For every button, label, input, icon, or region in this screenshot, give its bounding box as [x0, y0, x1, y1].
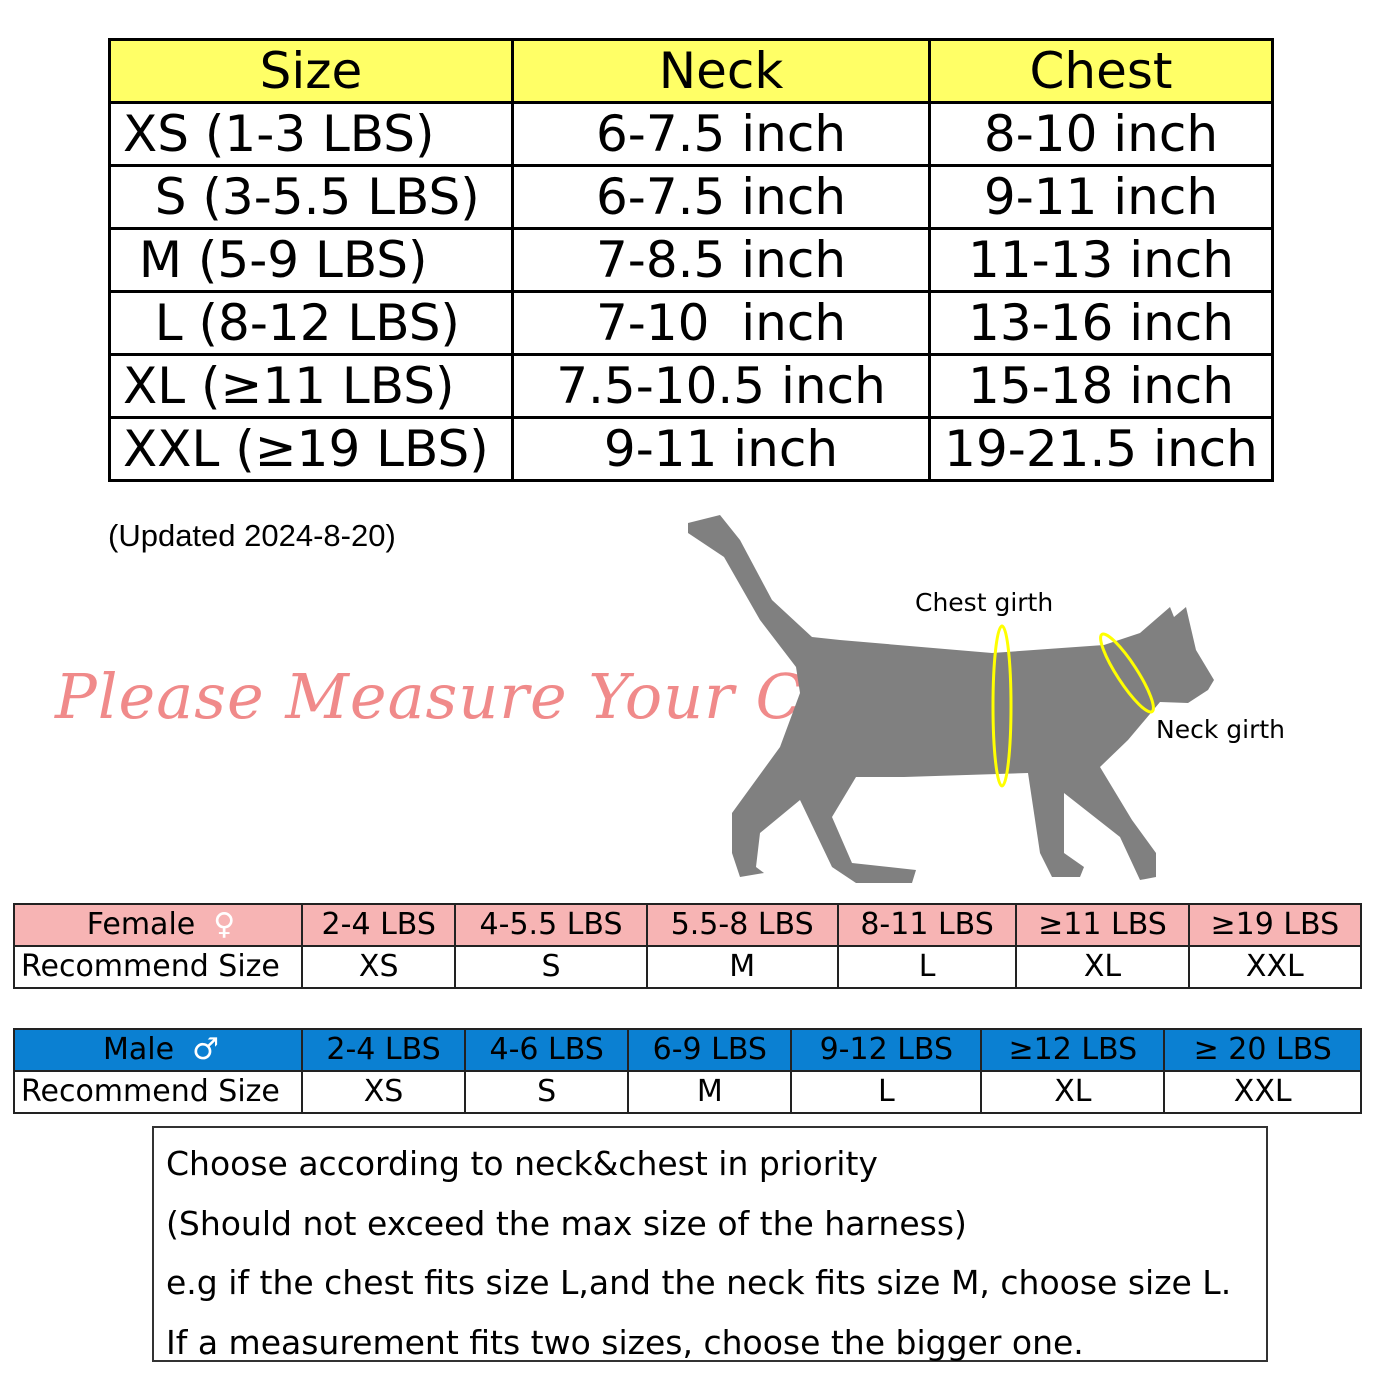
size-cell: XXL [1163, 1070, 1362, 1114]
female-symbol-icon: ♀ [213, 907, 236, 942]
neck-cell: 7-10 inch [511, 290, 931, 356]
table-row: XL (≥11 LBS) 7.5-10.5 inch 15-18 inch [108, 353, 1274, 419]
weight-cell: 8-11 LBS [836, 903, 1018, 947]
size-cell: XL [1015, 945, 1190, 989]
female-weight-row: Female ♀ 2-4 LBS 4-5.5 LBS 5.5-8 LBS 8-11… [13, 903, 1363, 947]
chest-cell: 11-13 inch [928, 227, 1274, 293]
weight-cell: ≥ 20 LBS [1163, 1028, 1362, 1072]
size-cell: XS [300, 1070, 467, 1114]
weight-cell: 5.5-8 LBS [645, 903, 839, 947]
size-cell: S [454, 945, 648, 989]
table-row: L (8-12 LBS) 7-10 inch 13-16 inch [108, 290, 1274, 356]
size-cell: M [645, 945, 839, 989]
male-symbol-icon: ♂ [192, 1032, 219, 1067]
size-cell: L [836, 945, 1018, 989]
neck-girth-label: Neck girth [1156, 715, 1285, 744]
weight-cell: 4-5.5 LBS [454, 903, 648, 947]
cat-illustration: Chest girth Neck girth [688, 515, 1285, 883]
size-table: Size Neck Chest XS (1-3 LBS) 6-7.5 inch 8-… [108, 38, 1274, 482]
table-row: XXL (≥19 LBS) 9-11 inch 19-21.5 inch [108, 416, 1274, 482]
weight-cell: 2-4 LBS [300, 903, 457, 947]
neck-cell: 9-11 inch [511, 416, 931, 482]
male-size-table: Male ♂ 2-4 LBS 4-6 LBS 6-9 LBS 9-12 LBS ≥… [13, 1028, 1362, 1114]
male-size-row: Recommend Size XS S M L XL XXL [13, 1070, 1362, 1114]
male-weight-row: Male ♂ 2-4 LBS 4-6 LBS 6-9 LBS 9-12 LBS ≥… [13, 1028, 1362, 1072]
size-cell: XXL [1187, 945, 1363, 989]
female-label-cell: Female ♀ [13, 903, 303, 947]
chest-cell: 13-16 inch [928, 290, 1274, 356]
male-label-cell: Male ♂ [13, 1028, 303, 1072]
chest-girth-ring [991, 624, 1013, 788]
note-line: If a measurement fits two sizes, choose … [166, 1322, 1084, 1362]
size-cell: M [627, 1070, 793, 1114]
weight-cell: ≥12 LBS [980, 1028, 1166, 1072]
measure-title: Please Measure Your Cat [55, 660, 868, 733]
note-line: Choose according to neck&chest in priori… [166, 1144, 878, 1183]
weight-cell: 6-9 LBS [627, 1028, 793, 1072]
weight-cell: 2-4 LBS [300, 1028, 467, 1072]
neck-cell: 6-7.5 inch [511, 164, 931, 230]
weight-cell: ≥19 LBS [1187, 903, 1363, 947]
female-size-row: Recommend Size XS S M L XL XXL [13, 945, 1363, 989]
size-cell: XS [300, 945, 457, 989]
size-table-header: Size Neck Chest [108, 38, 1274, 104]
table-row: XS (1-3 LBS) 6-7.5 inch 8-10 inch [108, 101, 1274, 167]
neck-cell: 7-8.5 inch [511, 227, 931, 293]
size-cell: S [464, 1070, 630, 1114]
table-row: M (5-9 LBS) 7-8.5 inch 11-13 inch [108, 227, 1274, 293]
size-cell: XL [980, 1070, 1166, 1114]
neck-cell: 7.5-10.5 inch [511, 353, 931, 419]
weight-cell: 4-6 LBS [464, 1028, 630, 1072]
size-cell: M (5-9 LBS) [108, 227, 514, 293]
header-chest: Chest [928, 38, 1274, 104]
cat-silhouette [688, 515, 1214, 883]
neck-girth-ring [1099, 632, 1155, 714]
size-cell: XS (1-3 LBS) [108, 101, 514, 167]
chest-cell: 8-10 inch [928, 101, 1274, 167]
size-cell: L (8-12 LBS) [108, 290, 514, 356]
chest-girth-label: Chest girth [915, 588, 1053, 617]
updated-date: (Updated 2024-8-20) [108, 518, 396, 553]
note-line: (Should not exceed the max size of the h… [166, 1203, 967, 1243]
female-size-table: Female ♀ 2-4 LBS 4-5.5 LBS 5.5-8 LBS 8-11… [13, 903, 1363, 989]
size-cell: XL (≥11 LBS) [108, 353, 514, 419]
chest-cell: 19-21.5 inch [928, 416, 1274, 482]
female-label: Female [86, 907, 196, 942]
chest-cell: 9-11 inch [928, 164, 1274, 230]
table-row: S (3-5.5 LBS) 6-7.5 inch 9-11 inch [108, 164, 1274, 230]
male-label: Male [103, 1032, 175, 1067]
weight-cell: ≥11 LBS [1015, 903, 1190, 947]
notes-box: Choose according to neck&chest in priori… [152, 1126, 1268, 1362]
size-cell: L [790, 1070, 983, 1114]
recommend-size-label: Recommend Size [13, 945, 303, 989]
weight-cell: 9-12 LBS [790, 1028, 983, 1072]
recommend-size-label: Recommend Size [13, 1070, 303, 1114]
size-cell: S (3-5.5 LBS) [108, 164, 514, 230]
note-line: e.g if the chest fits size L,and the nec… [166, 1263, 1232, 1302]
header-neck: Neck [511, 38, 931, 104]
chest-cell: 15-18 inch [928, 353, 1274, 419]
size-cell: XXL (≥19 LBS) [108, 416, 514, 482]
header-size: Size [108, 38, 514, 104]
neck-cell: 6-7.5 inch [511, 101, 931, 167]
